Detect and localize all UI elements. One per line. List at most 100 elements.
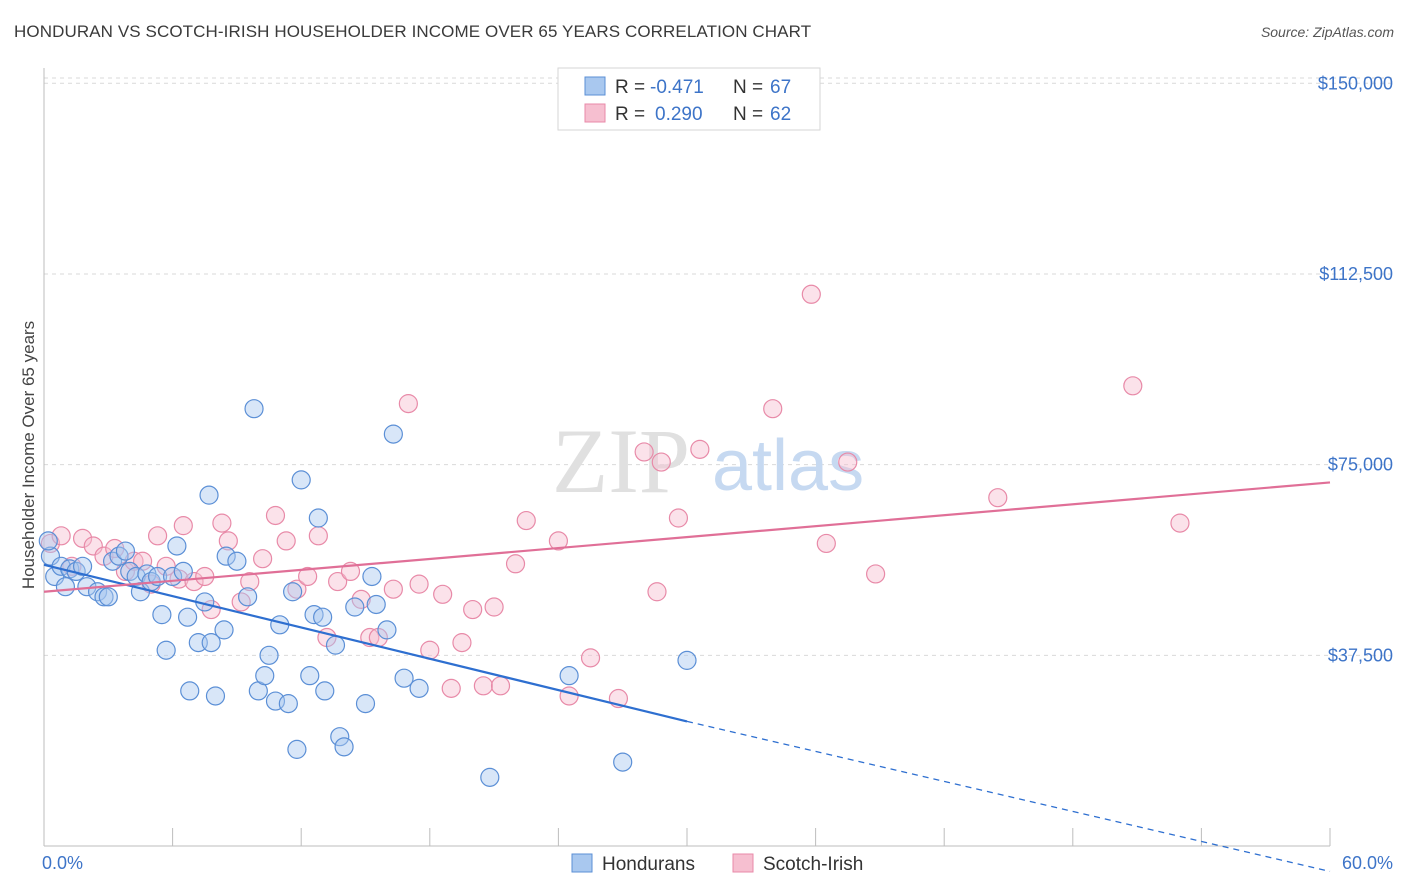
honduran-point (291, 470, 311, 490)
trend-lines (43, 481, 1331, 873)
scotch-irish-point (351, 589, 371, 609)
honduran-point (259, 645, 279, 665)
hondurans-points (38, 399, 697, 787)
chart-title: HONDURAN VS SCOTCH-IRISH HOUSEHOLDER INC… (14, 22, 812, 41)
watermark-zip: ZIP (552, 410, 690, 512)
honduran-point (300, 666, 320, 686)
honduran-point (278, 694, 298, 714)
scotch-irish-point (634, 442, 654, 462)
honduran-point (362, 566, 382, 587)
scotch-irish-point (383, 579, 403, 599)
legend-r-label-2: R = (615, 104, 645, 125)
honduran-point (330, 727, 350, 747)
honduran-point (152, 605, 172, 625)
honduran-point (677, 650, 697, 670)
scotch-irish-point (647, 582, 667, 602)
scotch-irish-point (298, 566, 318, 587)
scotch-irish-point (51, 526, 71, 546)
legend-n-value-1: 67 (770, 77, 791, 98)
y-axis-label: Householder Income Over 65 years (19, 321, 38, 589)
x-tick-label: 60.0% (1342, 853, 1393, 873)
bottom-legend-hondurans: Hondurans (602, 854, 695, 875)
y-tick-label: $112,500 (1319, 264, 1393, 284)
watermark-atlas: atlas (712, 426, 864, 506)
scotch-irish-point (548, 531, 569, 551)
honduran-point (559, 666, 579, 686)
honduran-point (216, 546, 236, 566)
y-tick-label: $75,000 (1328, 455, 1393, 475)
scotch-irish-point (490, 676, 511, 696)
honduran-point (409, 678, 429, 698)
scotch-irish-point (212, 513, 232, 533)
scotch-irish-point (218, 531, 238, 551)
scotch-irish-point (173, 516, 193, 536)
honduran-point (199, 485, 219, 505)
honduran-point (173, 561, 193, 582)
honduran-point (613, 752, 633, 772)
honduran-point (355, 694, 376, 714)
scotch-irish-point (816, 533, 836, 554)
scotch-irish-point (409, 574, 429, 594)
scotch-irish-points (40, 284, 1190, 709)
scotch-irish-point (441, 678, 461, 698)
scotch-irish-point (1123, 376, 1143, 396)
legend-r-value-1: -0.471 (650, 77, 704, 98)
axes (43, 68, 1331, 847)
honduran-point (98, 587, 118, 607)
honduran-point (480, 767, 500, 787)
legend-swatch-scotch-irish (584, 103, 606, 123)
scotch-irish-point (398, 394, 418, 414)
bottom-legend-swatch-hondurans (571, 853, 593, 873)
honduran-point (325, 635, 346, 655)
honduran-point (201, 633, 221, 653)
legend-swatch-hondurans (584, 76, 606, 96)
scotch-irish-point (988, 488, 1008, 508)
honduran-point (287, 739, 307, 759)
honduran-point (102, 551, 123, 571)
honduran-point (38, 531, 58, 551)
y-tick-labels: $37,500 $75,000 $112,500 $150,000 (1318, 73, 1393, 665)
x-tick-labels: 0.0% 60.0% (42, 853, 1393, 873)
scotch-irish-point (147, 526, 168, 546)
honduran-point (180, 681, 200, 701)
bottom-legend-scotch-irish: Scotch-Irish (763, 854, 863, 875)
bottom-legend-swatch-scotch-irish (732, 853, 754, 873)
honduran-point (238, 587, 258, 607)
honduran-point (334, 737, 354, 757)
honduran-point (283, 582, 303, 602)
legend-n-label-1: N = (733, 77, 763, 98)
honduran-point (156, 640, 176, 660)
legend-r-label-1: R = (615, 77, 645, 98)
grid-lines (44, 77, 1394, 656)
honduran-point (345, 597, 365, 617)
scotch-irish-point (1170, 513, 1190, 533)
legend-box: R = -0.471 N = 67 R = 0.290 N = 62 (557, 67, 821, 131)
scotch-irish-point (473, 676, 493, 696)
honduran-point (55, 577, 76, 597)
scotch-irish-point (231, 592, 251, 612)
honduran-point (315, 681, 335, 701)
scotch-irish-point (484, 597, 504, 617)
scotch-irish-point (276, 531, 296, 551)
scotch-irish-point (838, 452, 858, 472)
honduran-point (227, 551, 247, 571)
honduran-point (167, 536, 187, 556)
honduran-point (394, 668, 414, 688)
scotch-irish-point (463, 599, 483, 620)
honduran-point (244, 399, 264, 419)
scotch-irish-point (866, 564, 886, 584)
scotch-irish-point (651, 452, 671, 472)
honduran-point (214, 620, 234, 640)
scotch-irish-point (580, 648, 601, 668)
x-tick-label: 0.0% (42, 853, 83, 873)
scotch-irish-point (265, 505, 286, 526)
scotch-irish-point (763, 399, 783, 419)
scotch-irish-point (516, 510, 536, 531)
honduran-point (178, 607, 198, 627)
scotch-irish-point (668, 508, 689, 528)
honduran-point (308, 508, 328, 528)
scotch-irish-point (690, 439, 710, 459)
scotch-irish-point (433, 584, 453, 604)
scotch-irish-point (72, 528, 93, 548)
